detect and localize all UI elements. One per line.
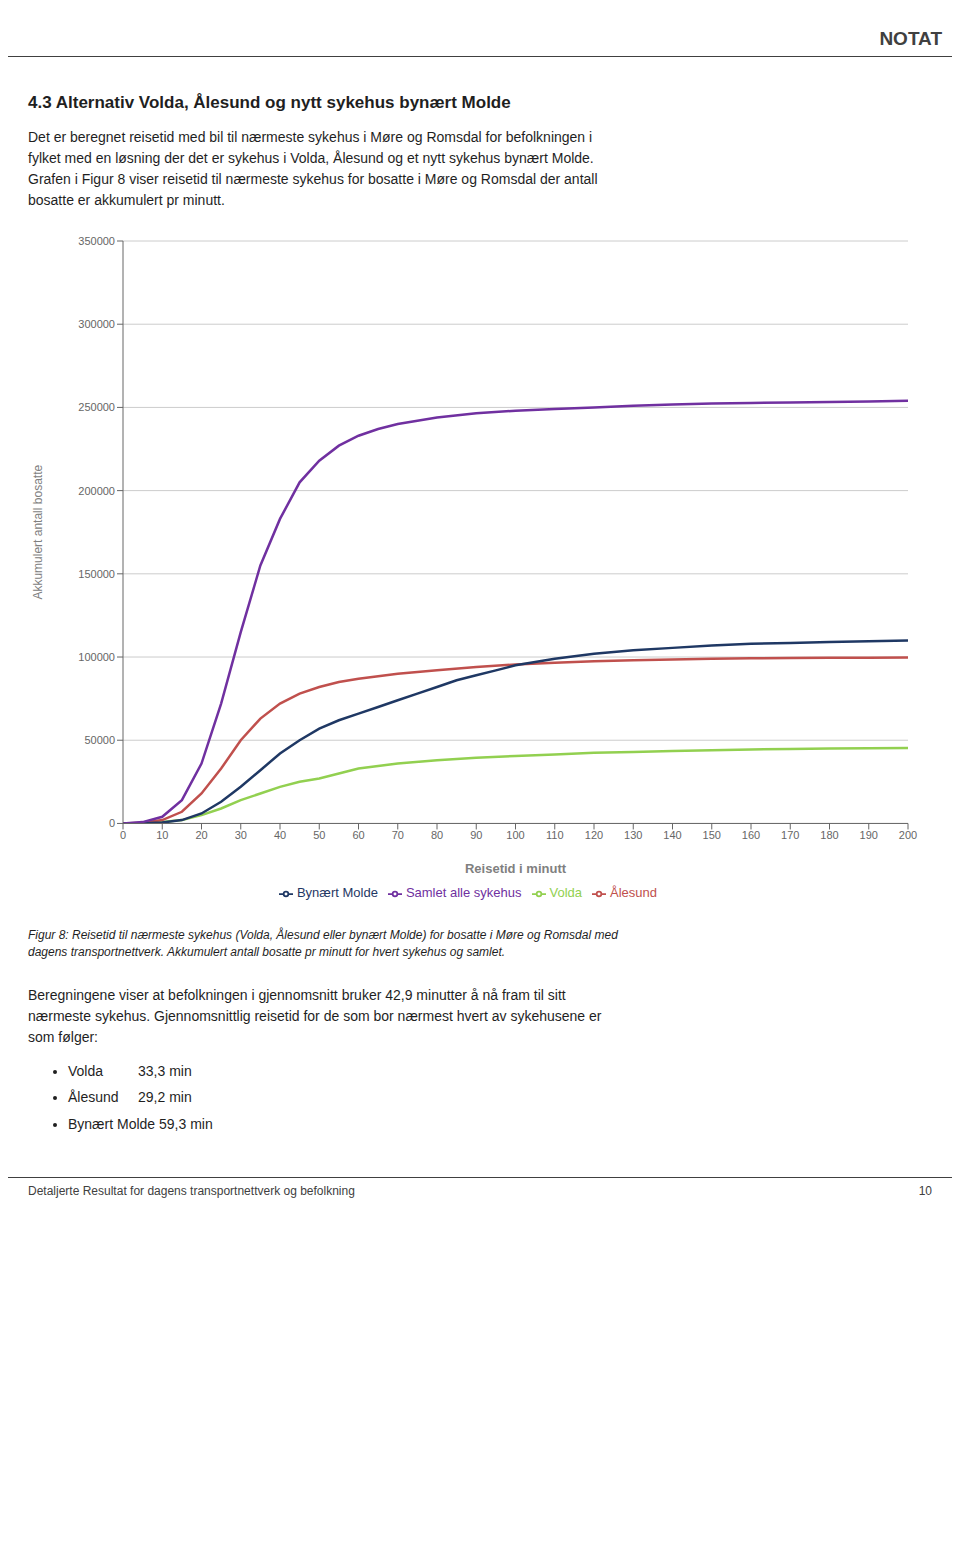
svg-text:200: 200 [899,829,917,841]
svg-text:80: 80 [431,829,443,841]
svg-text:300000: 300000 [78,318,115,330]
svg-text:30: 30 [235,829,247,841]
svg-text:0: 0 [109,817,115,829]
svg-text:150: 150 [703,829,721,841]
svg-text:160: 160 [742,829,760,841]
svg-text:90: 90 [470,829,482,841]
html-text:10: 10 [918,1184,932,1199]
svg-text:50: 50 [313,829,325,841]
svg-text:130: 130 [624,829,642,841]
svg-text:0: 0 [120,829,126,841]
html-text:Figur 8: Reisetid til nærmeste: Figur 8: Reisetid til nærmeste sykehus (… [28,928,618,959]
svg-text:190: 190 [860,829,878,841]
html-text:Volda 33,3 min: Volda 33,3 min [68,1062,192,1079]
svg-text:120: 120 [585,829,603,841]
svg-text:40: 40 [274,829,286,841]
html-text:Volda: Volda [549,885,582,901]
svg-text:110: 110 [546,829,564,841]
svg-text:170: 170 [781,829,799,841]
svg-text:20: 20 [195,829,207,841]
svg-text:150000: 150000 [78,568,115,580]
svg-text:60: 60 [352,829,364,841]
html-text:Bynært Molde 59,3 min: Bynært Molde 59,3 min [68,1115,213,1132]
svg-text:Reisetid i minutt: Reisetid i minutt [465,861,567,876]
svg-text:10: 10 [156,829,168,841]
svg-text:Akkumulert antall bosatte: Akkumulert antall bosatte [31,465,45,600]
svg-text:140: 140 [663,829,681,841]
html-text:NOTAT: NOTAT [879,28,942,49]
svg-text:100000: 100000 [78,651,115,663]
html-text:Ålesund: Ålesund [610,885,657,901]
svg-text:250000: 250000 [78,401,115,413]
html-text:4.3 Alternativ Volda, Ålesund: 4.3 Alternativ Volda, Ålesund og nytt sy… [28,93,511,112]
svg-text:70: 70 [392,829,404,841]
html-text:Beregningene viser at befolkni: Beregningene viser at befolkningen i gje… [28,986,602,1045]
html-text:Detaljerte Resultat for dagens: Detaljerte Resultat for dagens transport… [28,1184,355,1199]
html-text:Ålesund 29,2 min: Ålesund 29,2 min [68,1089,192,1106]
html-text:Samlet alle sykehus: Samlet alle sykehus [405,885,522,901]
svg-text:200000: 200000 [78,485,115,497]
svg-text:350000: 350000 [78,235,115,247]
svg-text:100: 100 [506,829,524,841]
svg-text:50000: 50000 [84,734,115,746]
svg-text:180: 180 [820,829,838,841]
html-text:Bynært Molde: Bynært Molde [297,885,378,901]
html-text:Det er beregnet reisetid med b: Det er beregnet reisetid med bil til nær… [28,129,598,208]
